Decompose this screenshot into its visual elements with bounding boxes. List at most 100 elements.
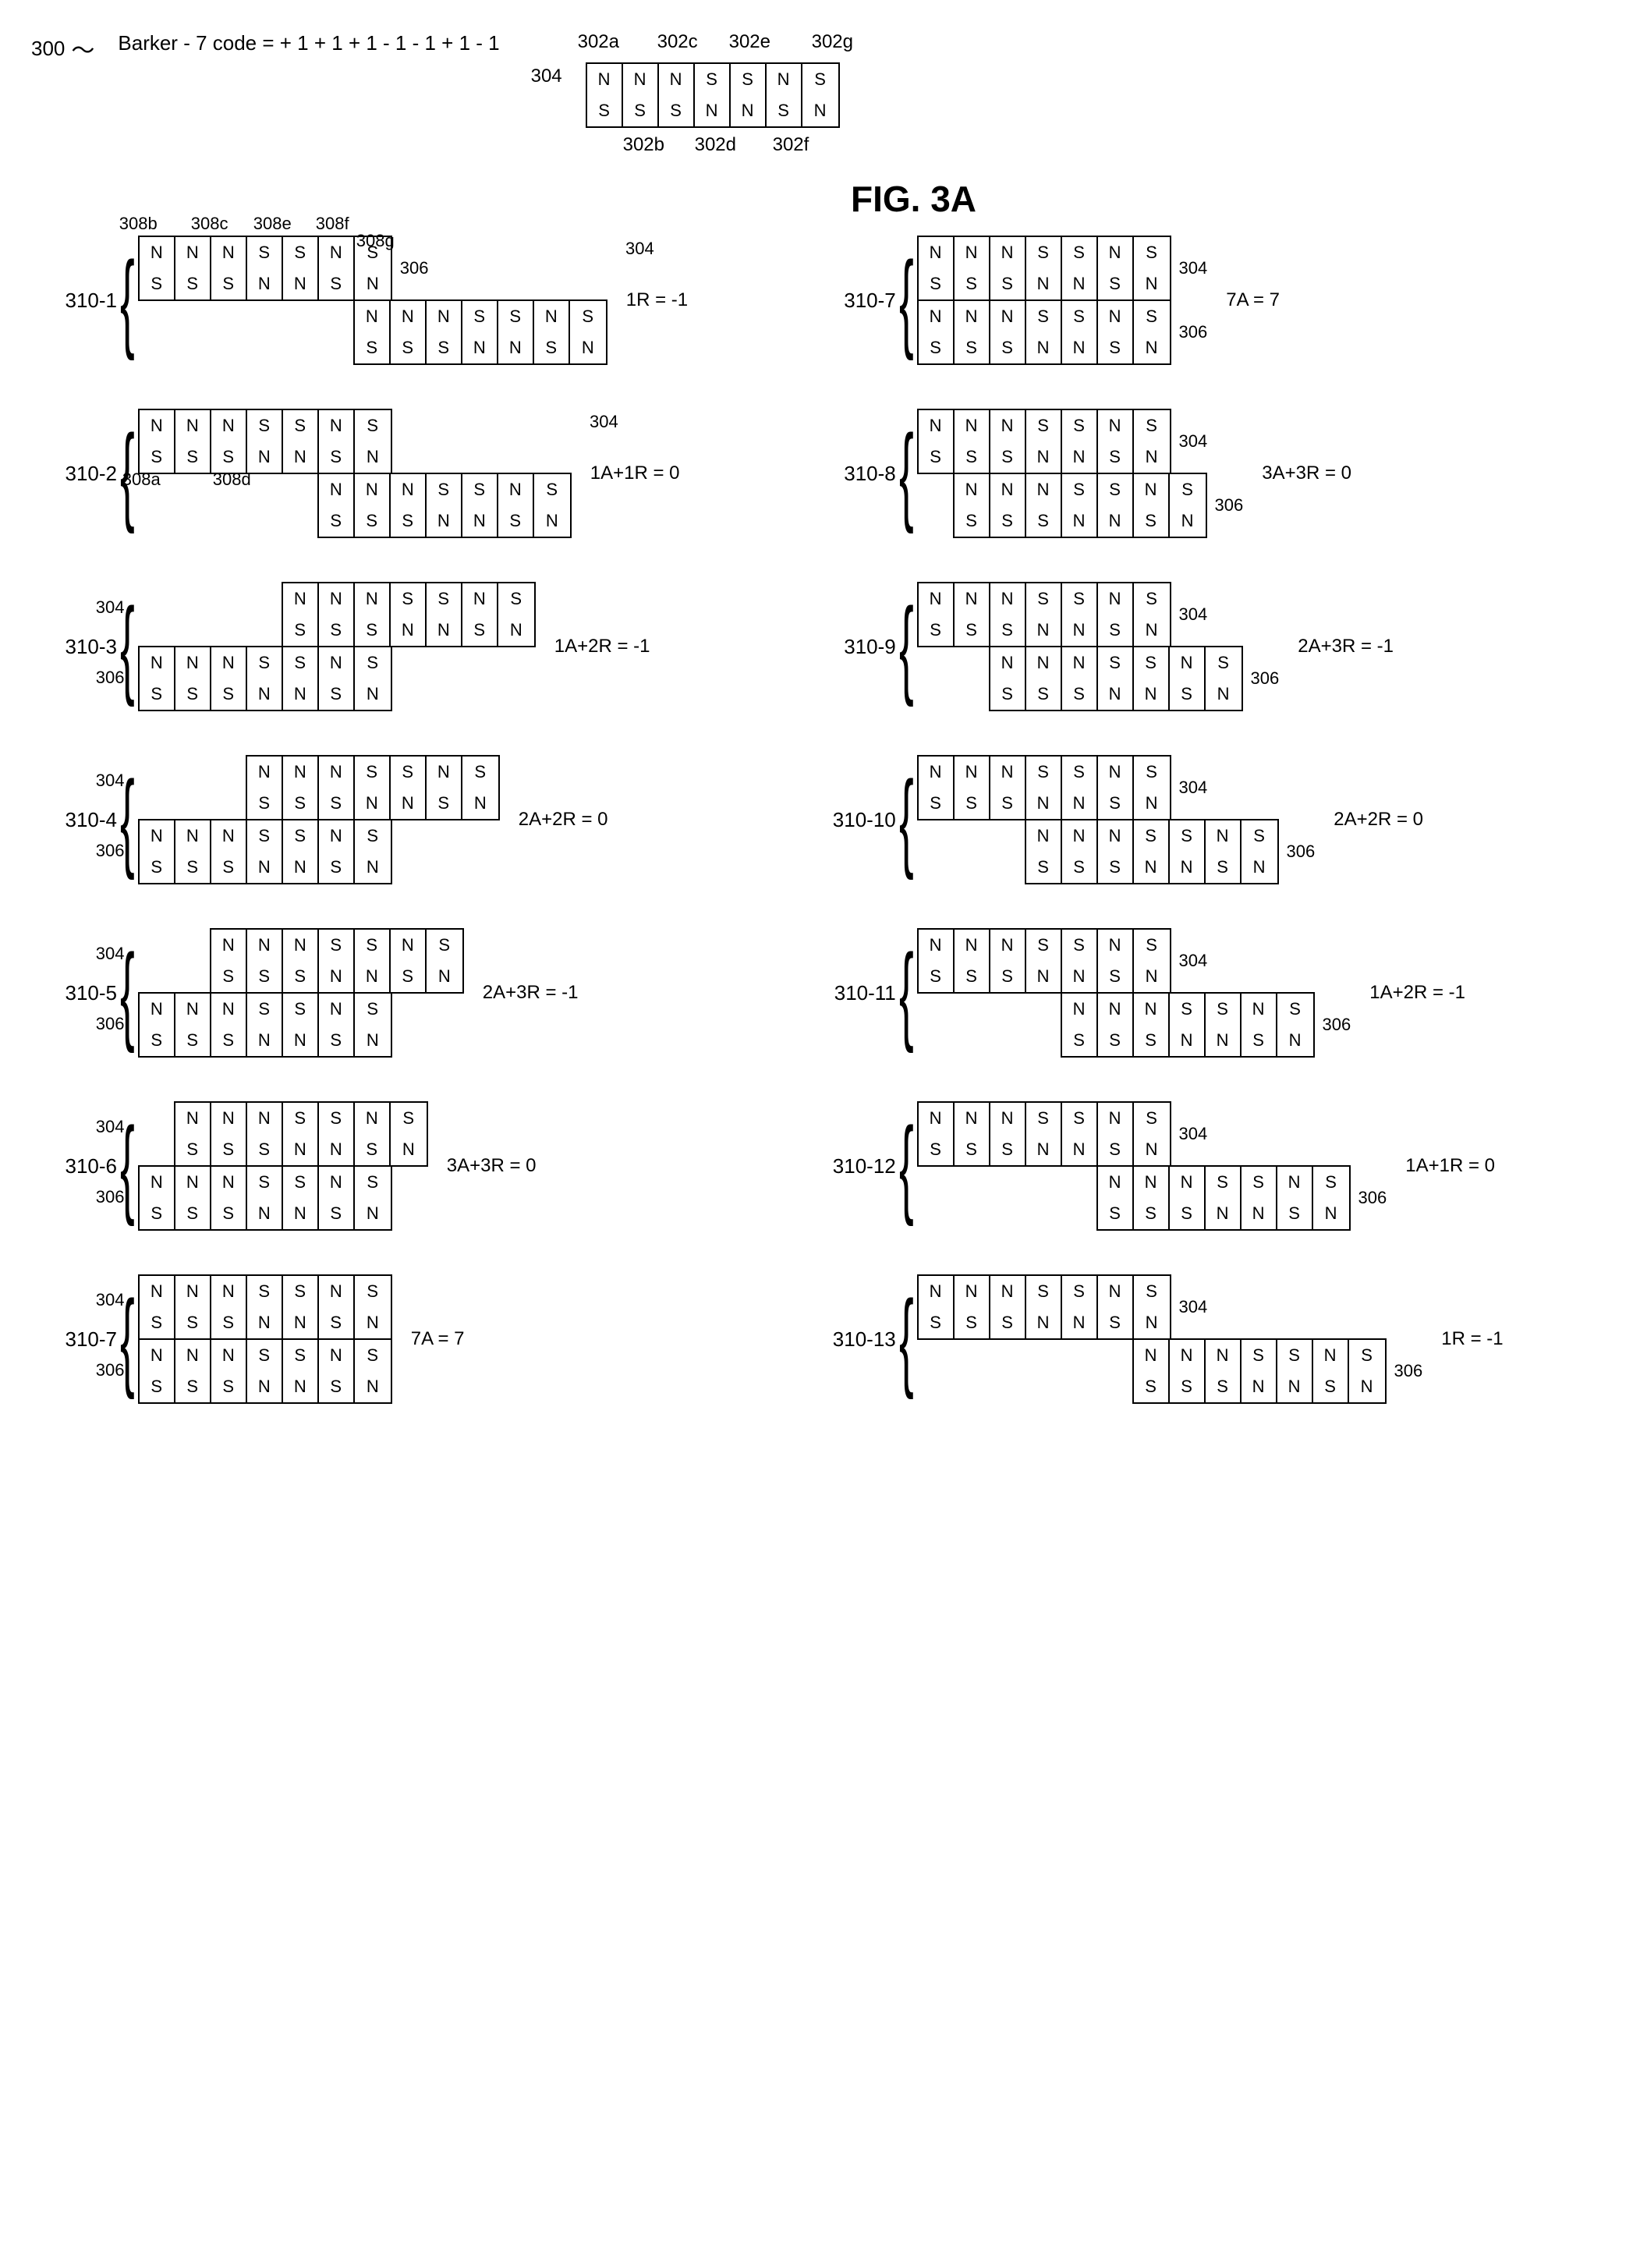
magnet-cell: NS (140, 410, 175, 473)
magnet-cell: NS (1098, 1276, 1134, 1338)
row-label: 310-2 (31, 462, 117, 486)
target-strip: NSNSNSSNSNNSSN (246, 755, 500, 820)
magnet-cell: SN (1062, 301, 1098, 363)
lbl-302b: 302b (623, 134, 664, 156)
magnet-cell: SN (1206, 994, 1242, 1056)
alignment-columns: 310-1 { 308b 308c 308e 308f NSNSNSSNSNNS… (31, 236, 1609, 1404)
row-label: 310-9 (810, 635, 896, 659)
magnet-cell: NS (955, 301, 990, 363)
magnet-cell: NS (283, 583, 319, 646)
row-310-7-left: 310-7 { 304 306 NSNSNSSNSNNSSN NSNSNSSNS… (31, 1274, 732, 1404)
magnet-cell: NS (990, 647, 1026, 710)
ref-300: 300 〜 (31, 31, 94, 66)
magnet-cell: SN (534, 474, 570, 537)
magnet-cell: NS (175, 647, 211, 710)
target-strip: NSNSNSSNSNNSSN (917, 236, 1171, 301)
magnet-cell: NS (175, 1340, 211, 1402)
magnet-cell: NS (175, 410, 211, 473)
row-label: 310-4 (31, 808, 117, 832)
lbl-306: 306 (400, 258, 429, 278)
magnet-cell: SN (355, 1340, 391, 1402)
top-magnet-strip: NSNSNSSNSNNSSN (586, 62, 840, 128)
magnet-cell: SN (283, 1167, 319, 1229)
magnet-cell: SN (391, 757, 427, 819)
lbl-304: 304 (96, 1117, 125, 1137)
magnet-cell: SN (391, 1103, 427, 1165)
mirror-strip: NSNSNSSNSNNSSN (1061, 992, 1315, 1058)
lbl-302d: 302d (695, 134, 736, 156)
magnet-cell: NS (623, 64, 659, 126)
magnet-cell: SN (1062, 930, 1098, 992)
target-strip: NSNSNSSNSNNSSN (917, 755, 1171, 820)
corr-formula: 1R = -1 (626, 289, 732, 311)
magnet-cell: NS (1170, 1167, 1206, 1229)
row-label: 310-12 (810, 1154, 896, 1178)
magnet-cell: SN (355, 757, 391, 819)
magnet-cell: NS (919, 583, 955, 646)
magnet-cell: SN (247, 994, 283, 1056)
magnet-cell: NS (1242, 994, 1277, 1056)
magnet-cell: SN (802, 64, 838, 126)
magnet-cell: NS (175, 1103, 211, 1165)
target-strip: NSNSNSSNSNNSSN (917, 1101, 1171, 1167)
magnet-cell: NS (955, 583, 990, 646)
mirror-strip: NSNSNSSNSNNSSN (1025, 819, 1279, 884)
magnet-cell: NS (319, 757, 355, 819)
magnet-cell: SN (1062, 1276, 1098, 1338)
magnet-cell: NS (955, 1276, 990, 1338)
magnet-cell: NS (1026, 647, 1062, 710)
magnet-cell: SN (1062, 1103, 1098, 1165)
magnet-cell: NS (919, 930, 955, 992)
lbl-304: 304 (625, 239, 654, 259)
lbl-306: 306 (1215, 495, 1244, 516)
magnet-cell: NS (355, 1103, 391, 1165)
lbl-306: 306 (96, 1360, 125, 1380)
magnet-cell: SN (731, 64, 767, 126)
magnet-cell: NS (427, 301, 462, 363)
magnet-cell: NS (211, 994, 247, 1056)
magnet-cell: NS (587, 64, 623, 126)
lbl-304: 304 (1179, 1124, 1208, 1144)
lbl-306: 306 (96, 1014, 125, 1034)
mirror-strip: NSNSNSSNSNNSSN (138, 1165, 392, 1231)
magnet-cell: SN (1098, 474, 1134, 537)
magnet-cell: NS (1062, 994, 1098, 1056)
brace-icon: { (899, 787, 914, 852)
row-310-6: 310-6 { 304 306 NSNSNSSNSNNSSN NSNSNSSNS… (31, 1101, 732, 1231)
magnet-cell: NS (391, 930, 427, 992)
magnet-cell: SN (1026, 301, 1062, 363)
corr-formula: 2A+2R = 0 (519, 809, 625, 831)
lbl-302e: 302e (729, 31, 770, 53)
magnet-cell: SN (283, 237, 319, 299)
mirror-strip: NSNSNSSNSNNSSN (138, 646, 392, 711)
magnet-cell: NS (1098, 930, 1134, 992)
magnet-cell: NS (1098, 994, 1134, 1056)
magnet-cell: SN (1134, 1276, 1170, 1338)
magnet-cell: NS (1098, 301, 1134, 363)
magnet-cell: SN (498, 583, 534, 646)
row-label: 310-10 (810, 808, 896, 832)
lbl-304: 304 (1179, 431, 1208, 452)
lbl-304: 304 (590, 412, 618, 432)
magnet-cell: SN (1026, 1103, 1062, 1165)
magnet-cell: SN (462, 301, 498, 363)
brace-icon: { (899, 441, 914, 506)
magnet-cell: NS (355, 301, 391, 363)
magnet-cell: NS (211, 1167, 247, 1229)
row-310-3: 310-3 { 304 306 NSNSNSSNSNNSSN NSNSNSSNS… (31, 582, 732, 711)
magnet-cell: SN (427, 583, 462, 646)
lbl-304-top: 304 (531, 66, 562, 87)
magnet-cell: SN (1026, 930, 1062, 992)
magnet-cell: NS (319, 237, 355, 299)
row-310-9: 310-9 { NSNSNSSNSNNSSN 304 NSNSNSSNSNNSS… (810, 582, 1547, 711)
magnet-cell: NS (1134, 994, 1170, 1056)
lbl-308c: 308c (191, 214, 228, 234)
magnet-cell: NS (1098, 1167, 1134, 1229)
magnet-cell: NS (1026, 474, 1062, 537)
magnet-cell: NS (659, 64, 695, 126)
magnet-cell: SN (1170, 474, 1206, 537)
magnet-cell: NS (990, 237, 1026, 299)
magnet-cell: NS (990, 930, 1026, 992)
row-label: 310-11 (810, 981, 896, 1005)
magnet-cell: NS (1313, 1340, 1349, 1402)
